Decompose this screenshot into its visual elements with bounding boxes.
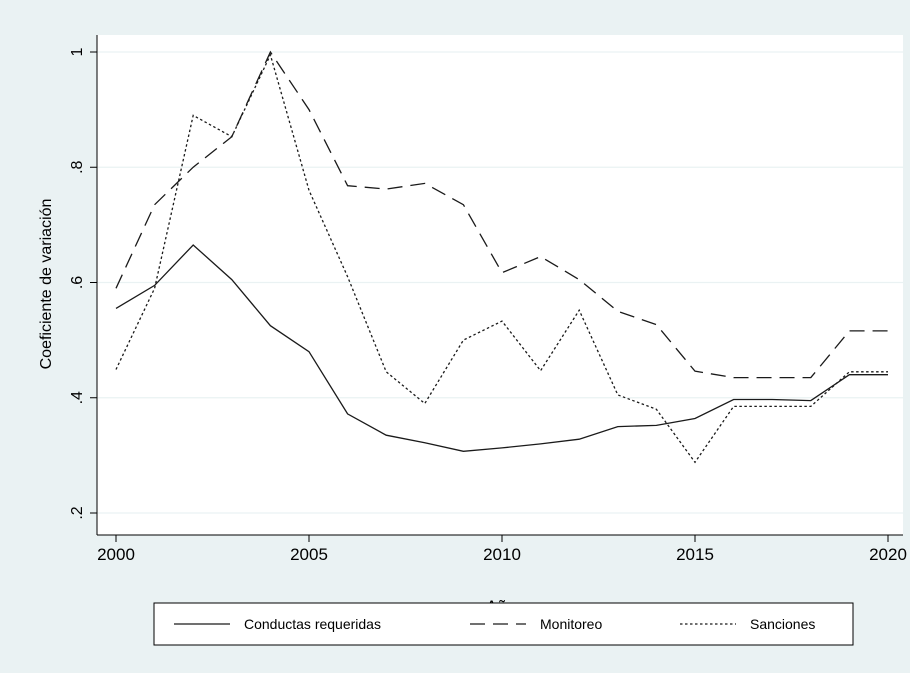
legend-label: Conductas requeridas: [244, 616, 381, 632]
x-tick-label: 2000: [97, 545, 135, 564]
plot-background: [97, 35, 903, 535]
legend-label: Sanciones: [750, 616, 815, 632]
x-tick-label: 2005: [290, 545, 328, 564]
y-axis-label: Coeficiente de variación: [38, 199, 55, 370]
legend-box: [153, 602, 854, 646]
x-tick-label: 2010: [483, 545, 521, 564]
y-axis: .2 .4 .6 .8 1: [69, 35, 98, 535]
series-group: [115, 50, 888, 464]
y-tick-label: .2: [69, 506, 86, 519]
series-line-conductas-requeridas: [115, 244, 888, 452]
gridlines: [97, 51, 903, 514]
series-line-sanciones: [115, 53, 888, 464]
x-axis: 2000 2005 2010 2015 2020: [97, 534, 907, 564]
y-tick-label: .8: [69, 160, 86, 173]
y-tick-label: .4: [69, 391, 86, 404]
legend-label: Monitoreo: [540, 616, 602, 632]
y-tick-label: 1: [69, 47, 86, 56]
x-tick-label: 2020: [869, 545, 907, 564]
legend: Conductas requeridas Monitoreo Sanciones: [153, 602, 854, 646]
series-line-monitoreo: [115, 50, 888, 379]
y-tick-label: .6: [69, 276, 86, 289]
x-tick-label: 2015: [676, 545, 714, 564]
